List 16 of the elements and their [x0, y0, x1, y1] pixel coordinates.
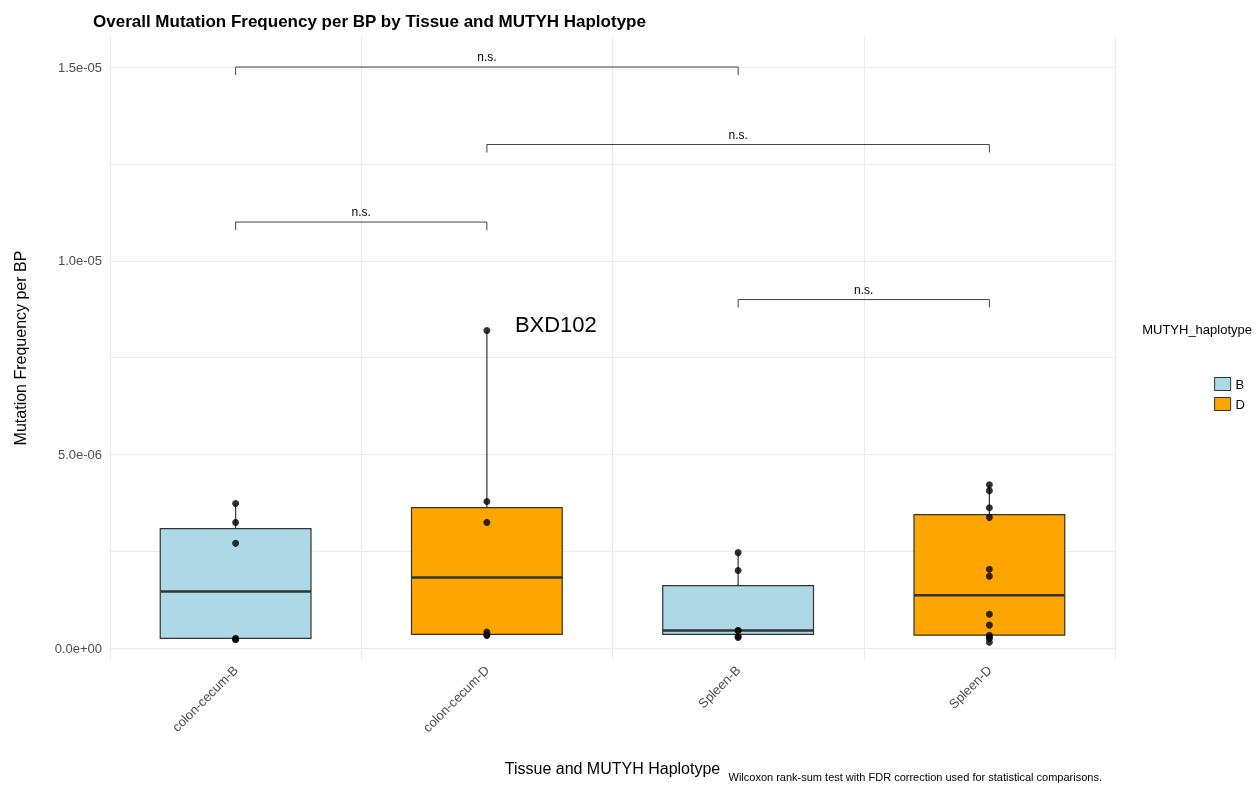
- chart-title: Overall Mutation Frequency per BP by Tissue and MUTYH Haplotype: [93, 12, 646, 31]
- legend-label: B: [1235, 376, 1245, 392]
- annotation: BXD102: [514, 312, 597, 338]
- annotation: n.s.: [477, 50, 497, 65]
- annotation: n.s.: [351, 205, 371, 220]
- y-tick-label: 5.0e-06: [57, 447, 102, 463]
- y-axis-title: Mutation Frequency per BP: [11, 250, 29, 446]
- x-axis-title: Tissue and MUTYH Haplotype: [504, 759, 721, 777]
- y-tick-label: 1.5e-05: [57, 59, 102, 75]
- legend-label: D: [1235, 396, 1245, 412]
- y-tick-label: 1.0e-05: [57, 253, 102, 269]
- y-tick-label: 0.0e+00: [54, 640, 102, 656]
- annotation: n.s.: [728, 127, 748, 142]
- annotation: n.s.: [854, 282, 874, 297]
- legend-title: MUTYH_haplotype: [1142, 322, 1252, 337]
- text: Wilcoxon rank-sum test with FDR correction used for statistical comparisons.: [728, 770, 1103, 783]
